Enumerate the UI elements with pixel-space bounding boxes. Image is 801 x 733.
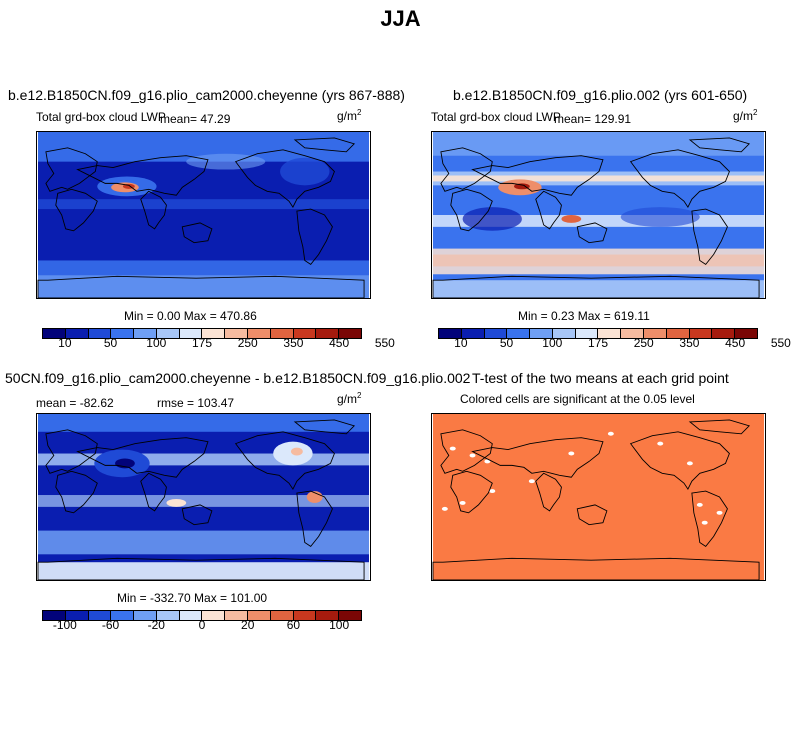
colorbar-tick-label: 175 — [191, 336, 213, 350]
panel1-variable: Total grd-box cloud LWP — [36, 110, 166, 124]
panel2-colorbar-ticks: 10 50 100 175 250 350 450 550 — [438, 336, 791, 352]
colorbar-tick-label: -60 — [101, 618, 120, 632]
colorbar-swatch — [666, 329, 690, 338]
colorbar-tick-label: 250 — [237, 336, 258, 350]
colorbar-swatch — [439, 329, 462, 338]
colorbar-swatch — [225, 611, 249, 620]
panel1-title: b.e12.B1850CN.f09_g16.plio_cam2000.cheye… — [8, 87, 405, 103]
colorbar-swatch — [202, 329, 226, 338]
colorbar-swatch — [43, 329, 66, 338]
colorbar-swatch — [225, 329, 249, 338]
colorbar-swatch — [644, 329, 667, 338]
colorbar-swatch — [293, 329, 317, 338]
colorbar-swatch — [248, 329, 271, 338]
colorbar-tick-label: 100 — [329, 618, 350, 632]
colorbar-tick-label: 100 — [146, 336, 167, 350]
colorbar-swatch — [689, 329, 713, 338]
colorbar-swatch — [293, 611, 317, 620]
panel2-units: g/m2 — [733, 108, 758, 123]
colorbar-tick-label: 450 — [725, 336, 746, 350]
colorbar-tick-label: 550 — [770, 336, 791, 350]
panel3-title: 50CN.f09_g16.plio_cam2000.cheyenne - b.e… — [5, 370, 471, 386]
colorbar-swatch — [530, 329, 553, 338]
colorbar-swatch — [43, 611, 66, 620]
colorbar-swatch — [575, 329, 599, 338]
colorbar-tick-label: 0 — [198, 618, 206, 632]
colorbar-swatch — [461, 329, 485, 338]
colorbar-tick-label: 20 — [241, 618, 255, 632]
panel3-minmax: Min = -332.70 Max = 101.00 — [117, 591, 268, 605]
colorbar-swatch — [270, 329, 294, 338]
colorbar-tick-label: 10 — [58, 336, 72, 350]
colorbar-swatch — [111, 329, 135, 338]
colorbar-swatch — [316, 611, 340, 620]
colorbar-swatch — [621, 329, 645, 338]
colorbar-swatch — [156, 611, 180, 620]
panel1-colorbar-ticks: 10 50 100 175 250 350 450 550 — [42, 336, 395, 352]
panel1-minmax: Min = 0.00 Max = 470.86 — [124, 309, 257, 323]
colorbar-swatch — [134, 329, 157, 338]
colorbar-tick-label: 50 — [103, 336, 118, 350]
colorbar-swatch — [88, 329, 112, 338]
panel2-colorbar — [438, 328, 758, 339]
colorbar-tick-label: -100 — [52, 618, 77, 632]
colorbar-swatch — [735, 329, 757, 338]
panel1-colorbar — [42, 328, 362, 339]
panel2-variable: Total grd-box cloud LWP — [431, 110, 561, 124]
panel2-map — [431, 131, 766, 299]
colorbar-swatch — [88, 611, 112, 620]
colorbar-swatch — [179, 329, 203, 338]
colorbar-tick-label: 50 — [499, 336, 514, 350]
colorbar-swatch — [339, 611, 361, 620]
colorbar-tick-label: -20 — [147, 618, 165, 632]
colorbar-tick-label: 175 — [587, 336, 609, 350]
panel2-mean: mean= 129.91 — [554, 112, 632, 126]
colorbar-swatch — [712, 329, 736, 338]
colorbar-swatch — [552, 329, 576, 338]
colorbar-tick-label: 100 — [542, 336, 563, 350]
colorbar-tick-label: 250 — [633, 336, 654, 350]
colorbar-swatch — [484, 329, 508, 338]
panel1-units: g/m2 — [337, 108, 362, 123]
panel3-mean: mean = -82.62 — [36, 396, 114, 410]
panel3-colorbar-ticks: -100 -60 -20 0 20 60 100 — [42, 618, 362, 634]
colorbar-swatch — [65, 329, 89, 338]
colorbar-tick-label: 10 — [454, 336, 468, 350]
colorbar-swatch — [270, 611, 294, 620]
panel2-title: b.e12.B1850CN.f09_g16.plio.002 (yrs 601-… — [453, 87, 748, 103]
colorbar-swatch — [111, 611, 135, 620]
colorbar-swatch — [134, 611, 157, 620]
colorbar-swatch — [316, 329, 340, 338]
figure-title: JJA — [380, 6, 421, 31]
colorbar-swatch — [507, 329, 531, 338]
colorbar-tick-label: 350 — [283, 336, 304, 350]
colorbar-swatch — [598, 329, 622, 338]
colorbar-tick-label: 550 — [374, 336, 395, 350]
colorbar-swatch — [339, 329, 361, 338]
panel4-map — [431, 413, 766, 581]
colorbar-swatch — [156, 329, 180, 338]
panel1-map — [36, 131, 371, 299]
colorbar-swatch — [65, 611, 89, 620]
panel3-colorbar — [42, 610, 362, 621]
colorbar-swatch — [202, 611, 226, 620]
colorbar-swatch — [248, 611, 271, 620]
colorbar-swatch — [179, 611, 203, 620]
panel3-map — [36, 413, 371, 581]
panel4-subtitle: Colored cells are significant at the 0.0… — [460, 392, 695, 406]
panel2-minmax: Min = 0.23 Max = 619.11 — [518, 309, 650, 323]
colorbar-tick-label: 60 — [286, 618, 301, 632]
colorbar-tick-label: 350 — [679, 336, 700, 350]
colorbar-tick-label: 450 — [329, 336, 350, 350]
panel3-units: g/m2 — [337, 391, 362, 406]
panel1-mean: mean= 47.29 — [160, 112, 231, 126]
panel3-rmse: rmse = 103.47 — [157, 396, 235, 410]
panel4-title: T-test of the two means at each grid poi… — [472, 370, 729, 386]
